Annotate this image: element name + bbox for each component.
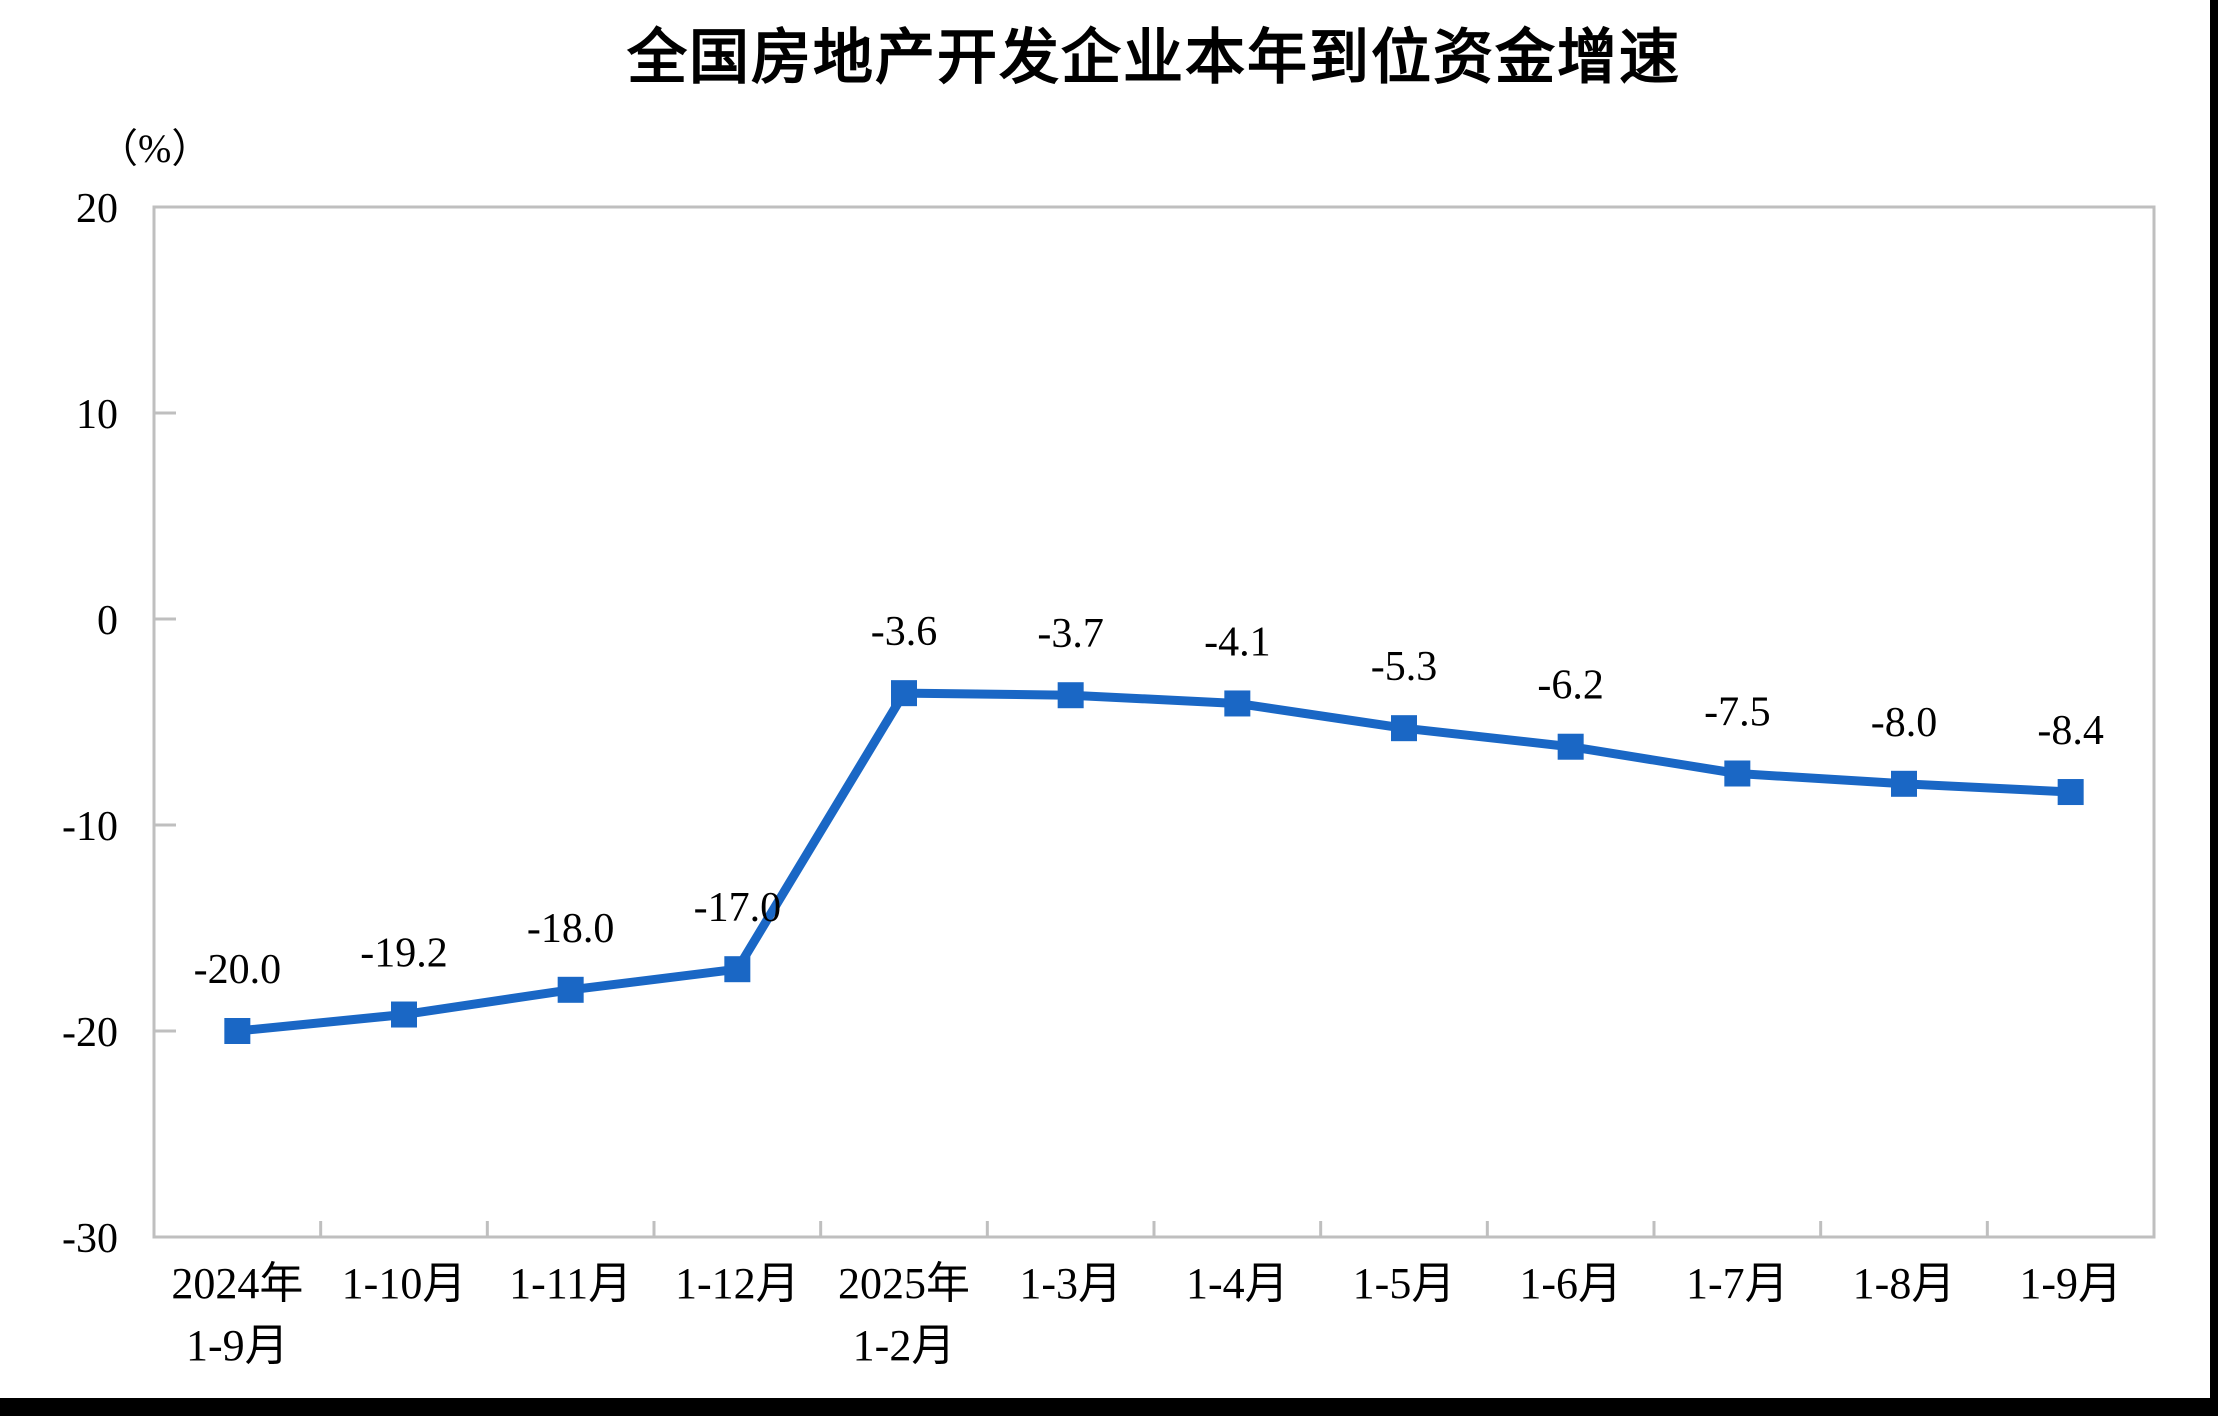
x-axis-category-label: 2025年 [838,1259,970,1308]
data-series-line [236,688,2071,1036]
data-point-value-label: -5.3 [1371,644,1438,690]
x-axis-category-label: 1-3月 [1019,1259,1122,1308]
x-axis-category-label: 2024年 [171,1259,303,1308]
data-point-value-label: -8.4 [2037,708,2104,754]
x-axis-category-label: 1-6月 [1519,1259,1622,1308]
data-point-value-label: -7.5 [1704,690,1771,736]
data-point-marker [724,956,751,983]
x-axis-category-label: 1-4月 [1186,1259,1289,1308]
y-axis-tick-label: -10 [62,804,118,850]
data-point-value-label: -18.0 [527,906,615,952]
data-point-marker [2057,779,2084,806]
data-point-marker [1224,690,1251,717]
x-axis-category-label: 1-8月 [1853,1259,1956,1308]
x-axis-category-label: 1-11月 [509,1259,632,1308]
data-point-marker [1057,682,1084,709]
data-point-value-label: -20.0 [194,947,282,993]
x-axis-category-label: 1-12月 [675,1259,800,1308]
data-point-value-label: -19.2 [360,931,448,977]
data-point-marker [1391,715,1417,742]
data-point-value-label: -6.2 [1537,663,1604,709]
data-point-marker [1557,733,1584,760]
y-axis-tick-label: -30 [62,1216,118,1262]
x-axis-category-label: 1-5月 [1353,1259,1456,1308]
data-point-value-label: -3.7 [1037,611,1104,657]
data-point-marker [1724,760,1751,787]
data-point-marker [557,976,584,1003]
x-axis-category-label: 1-9月 [186,1321,289,1370]
x-axis-category-label: 1-9月 [2019,1259,2122,1308]
data-point-marker [1891,770,1917,797]
data-point-value-label: -3.6 [871,609,938,655]
data-point-value-label: -4.1 [1204,619,1271,665]
plot-border [152,205,2156,1239]
data-point-marker [891,680,917,707]
data-point-marker [224,1018,251,1044]
data-point-marker [391,1001,417,1028]
data-point-value-label: -17.0 [694,885,782,931]
x-axis-category-label: 1-10月 [342,1259,467,1308]
x-axis-category-label: 1-2月 [853,1321,956,1370]
x-axis-category-label: 1-7月 [1686,1259,1789,1308]
right-border-bar [2210,0,2218,1416]
y-axis-tick-label: 10 [76,392,118,438]
data-point-value-label: -8.0 [1871,700,1938,746]
bottom-border-bar [0,1398,2218,1416]
y-axis-tick-label: 0 [97,598,118,644]
y-axis-tick-label: -20 [62,1010,118,1056]
y-axis-unit-label: （%） [98,126,212,171]
y-axis-tick-label: 20 [76,186,118,232]
chart-title: 全国房地产开发企业本年到位资金增速 [627,24,1681,91]
